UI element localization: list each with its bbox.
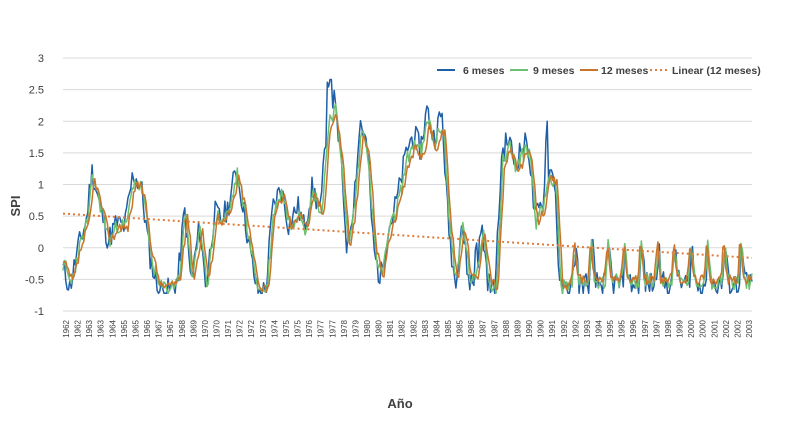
- x-tick-label: 2001: [710, 319, 719, 337]
- x-tick-label: 2000: [699, 319, 708, 337]
- x-tick-label: 1981: [386, 319, 395, 337]
- x-tick-label: 1985: [456, 319, 465, 337]
- gridlines: [63, 57, 752, 312]
- x-tick-label: 1973: [259, 319, 268, 337]
- x-axis-tick-labels: 1962 1962 1963 1963 1964 1965 1965 1966 1967 1967…: [62, 319, 754, 337]
- series-line-9-meses: [62, 103, 753, 295]
- x-axis-title: Año: [387, 396, 412, 411]
- x-tick-label: 1965: [120, 319, 129, 337]
- x-tick-label: 1972: [236, 319, 245, 337]
- x-tick-label: 1970: [201, 319, 210, 337]
- x-tick-label: 1965: [131, 319, 140, 337]
- x-tick-label: 1967: [166, 319, 175, 337]
- x-tick-label: 1994: [595, 319, 604, 337]
- x-tick-label: 1971: [224, 319, 233, 337]
- x-tick-label: 1996: [629, 319, 638, 337]
- legend: 6 meses 9 meses 12 meses Linear (12 mese…: [437, 65, 761, 77]
- x-tick-label: 1998: [664, 319, 673, 337]
- x-tick-label: 1980: [375, 319, 384, 337]
- x-tick-label: 1985: [444, 319, 453, 337]
- x-tick-label: 1968: [178, 319, 187, 337]
- x-tick-label: 1988: [502, 319, 511, 337]
- x-tick-label: 1982: [409, 319, 418, 337]
- y-axis-title: SPI: [8, 196, 23, 217]
- x-tick-label: 2002: [733, 319, 742, 337]
- y-axis-tick-labels: -1 -0.5 0 0.5 1 1.5 2 2.5 3: [25, 53, 44, 318]
- x-tick-label: 1966: [143, 319, 152, 337]
- x-tick-label: 1975: [282, 319, 291, 337]
- x-tick-label: 1962: [74, 319, 83, 337]
- x-tick-label: 1987: [490, 319, 499, 337]
- x-tick-label: 2003: [745, 319, 754, 337]
- x-tick-label: 2002: [722, 319, 731, 337]
- legend-label-6-meses: 6 meses: [463, 65, 505, 77]
- y-tick-label: -0.5: [25, 274, 44, 286]
- x-tick-label: 1992: [571, 319, 580, 337]
- x-tick-label: 1990: [525, 319, 534, 337]
- x-tick-label: 1987: [479, 319, 488, 337]
- y-tick-label: -1: [34, 306, 44, 318]
- x-tick-label: 1963: [97, 319, 106, 337]
- legend-label-9-meses: 9 meses: [533, 65, 575, 77]
- x-tick-label: 1997: [652, 319, 661, 337]
- series-lines: [62, 78, 753, 295]
- x-tick-label: 1976: [305, 319, 314, 337]
- x-tick-label: 1975: [294, 319, 303, 337]
- x-tick-label: 1986: [467, 319, 476, 337]
- x-tick-label: 1989: [513, 319, 522, 337]
- y-tick-label: 1: [38, 180, 44, 192]
- x-tick-label: 1984: [432, 319, 441, 337]
- series-line-6-meses: [62, 78, 753, 295]
- x-tick-label: 1964: [108, 319, 117, 337]
- x-tick-label: 1967: [155, 319, 164, 337]
- y-tick-label: 2: [38, 116, 44, 128]
- y-tick-label: 2.5: [29, 85, 44, 97]
- x-tick-label: 1993: [583, 319, 592, 337]
- x-tick-label: 1962: [62, 319, 71, 337]
- x-tick-label: 1978: [340, 319, 349, 337]
- legend-label-12-meses: 12 meses: [601, 65, 648, 77]
- x-tick-label: 1997: [641, 319, 650, 337]
- series-line-12-meses: [62, 113, 753, 293]
- x-tick-label: 1972: [247, 319, 256, 337]
- x-tick-label: 1991: [548, 319, 557, 337]
- x-tick-label: 1969: [189, 319, 198, 337]
- x-tick-label: 1992: [560, 319, 569, 337]
- y-tick-label: 0: [38, 243, 44, 255]
- y-tick-label: 0.5: [29, 211, 44, 223]
- x-tick-label: 1999: [676, 319, 685, 337]
- y-tick-label: 1.5: [29, 148, 44, 160]
- x-tick-label: 1995: [618, 319, 627, 337]
- x-tick-label: 1979: [351, 319, 360, 337]
- x-tick-label: 1963: [85, 319, 94, 337]
- x-tick-label: 1990: [537, 319, 546, 337]
- legend-label-linear: Linear (12 meses): [672, 65, 761, 77]
- x-tick-label: 1983: [421, 319, 430, 337]
- trend-line: [62, 212, 753, 259]
- x-tick-label: 1977: [328, 319, 337, 337]
- y-tick-label: 3: [38, 53, 44, 65]
- x-tick-label: 1974: [270, 319, 279, 337]
- x-tick-label: 1995: [606, 319, 615, 337]
- x-tick-label: 1980: [363, 319, 372, 337]
- x-tick-label: 1970: [212, 319, 221, 337]
- x-tick-label: 1982: [398, 319, 407, 337]
- x-tick-label: 2000: [687, 319, 696, 337]
- x-tick-label: 1977: [317, 319, 326, 337]
